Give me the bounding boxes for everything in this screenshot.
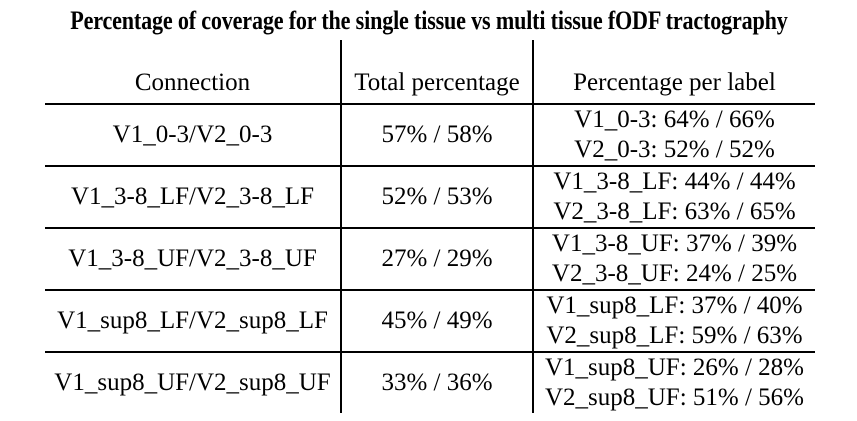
table-row: V1_sup8_UF/V2_sup8_UF 33% / 36% V1_sup8_… [45,352,815,413]
total-percentage-cell: 45% / 49% [340,290,534,353]
label-line-1: V1_0-3: 64% / 66% [574,106,775,133]
label-line-2: V2_3-8_LF: 63% / 65% [553,198,796,225]
table-row: V1_3-8_LF/V2_3-8_LF 52% / 53% V1_3-8_LF:… [45,166,815,229]
table-row: V1_0-3/V2_0-3 57% / 58% V1_0-3: 64% / 66… [45,104,815,167]
per-label-cell: V1_3-8_UF: 37% / 39% V2_3-8_UF: 24% / 25… [533,228,815,291]
per-label-cell: V1_sup8_UF: 26% / 28% V2_sup8_UF: 51% / … [533,352,815,413]
header-total-percentage: Total percentage [340,40,534,105]
label-line-2: V2_3-8_UF: 24% / 25% [551,260,798,287]
label-line-2: V2_sup8_UF: 51% / 56% [544,384,805,411]
total-percentage-cell: 57% / 58% [340,104,534,167]
connection-cell: V1_3-8_LF/V2_3-8_LF [45,166,341,229]
total-percentage-cell: 52% / 53% [340,166,534,229]
label-line-1: V1_sup8_UF: 26% / 28% [544,354,805,381]
per-label-cell: V1_3-8_LF: 44% / 44% V2_3-8_LF: 63% / 65… [533,166,815,229]
table-caption-wrap: Percentage of coverage for the single ti… [0,0,857,38]
total-percentage-cell: 27% / 29% [340,228,534,291]
label-line-1: V1_3-8_LF: 44% / 44% [553,168,796,195]
table-row: V1_3-8_UF/V2_3-8_UF 27% / 29% V1_3-8_UF:… [45,228,815,291]
table-caption: Percentage of coverage for the single ti… [69,6,788,35]
total-percentage-cell: 33% / 36% [340,352,534,413]
header-row: Connection Total percentage Percentage p… [45,40,815,105]
connection-cell: V1_3-8_UF/V2_3-8_UF [45,228,341,291]
connection-cell: V1_sup8_UF/V2_sup8_UF [54,369,331,396]
coverage-table: Connection Total percentage Percentage p… [45,40,815,413]
connection-cell: V1_sup8_LF/V2_sup8_LF [45,290,341,353]
label-line-1: V1_sup8_LF: 37% / 40% [546,292,803,319]
label-line-1: V1_3-8_UF: 37% / 39% [551,230,798,257]
table-row: V1_sup8_LF/V2_sup8_LF 45% / 49% V1_sup8_… [45,290,815,353]
label-line-2: V2_0-3: 52% / 52% [574,136,775,163]
label-line-2: V2_sup8_LF: 59% / 63% [546,322,803,349]
header-percentage-per-label: Percentage per label [533,40,815,105]
per-label-cell: V1_0-3: 64% / 66% V2_0-3: 52% / 52% [533,104,815,167]
header-connection: Connection [45,40,341,105]
per-label-cell: V1_sup8_LF: 37% / 40% V2_sup8_LF: 59% / … [533,290,815,353]
connection-cell: V1_0-3/V2_0-3 [45,104,341,167]
